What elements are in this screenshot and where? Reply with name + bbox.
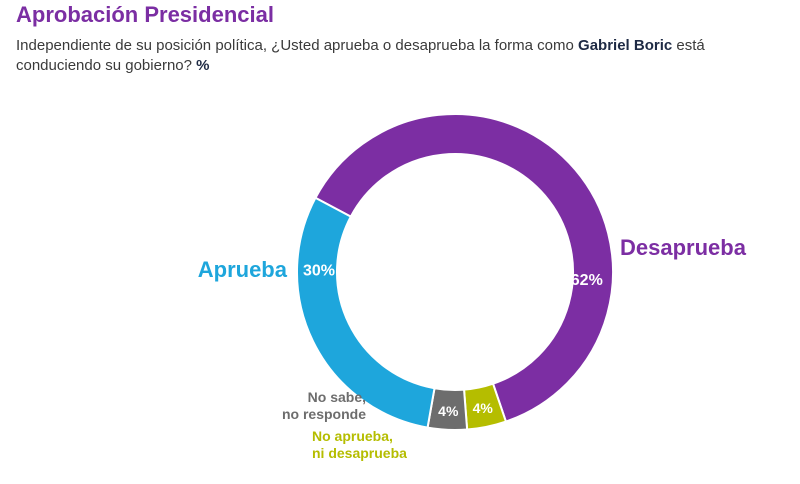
subtitle-unit: % (196, 57, 210, 74)
category-label-desaprueba: Desaprueba (620, 235, 747, 260)
chart-subtitle: Independiente de su posición política, ¿… (16, 36, 786, 76)
donut-slice-desaprueba (314, 113, 614, 423)
category-label-no-sabe-line1: No sabe, (308, 389, 366, 405)
subtitle-president-name: Gabriel Boric (578, 37, 673, 54)
subtitle-question-start: Independiente de su posición política, ¿… (16, 37, 579, 54)
donut-value-label: 30% (303, 263, 335, 280)
category-label-no-sabe-line2: no responde (282, 406, 366, 422)
donut-value-label: 4% (473, 400, 494, 416)
category-label-aprueba: Aprueba (198, 257, 288, 282)
donut-value-labels: 62% 4% 4% 30% (303, 263, 603, 419)
donut-slices (296, 113, 614, 431)
donut-slice-aprueba (296, 196, 436, 429)
subtitle-question-end: está conduciendo su gobierno? (16, 37, 705, 74)
category-label-ni-line1: No aprueba, (312, 428, 393, 444)
chart-title: Aprobación Presidencial (16, 2, 274, 27)
category-label-ni-line2: ni desaprueba (312, 445, 407, 461)
donut-value-label: 62% (571, 272, 603, 289)
donut-value-label: 4% (438, 403, 459, 419)
